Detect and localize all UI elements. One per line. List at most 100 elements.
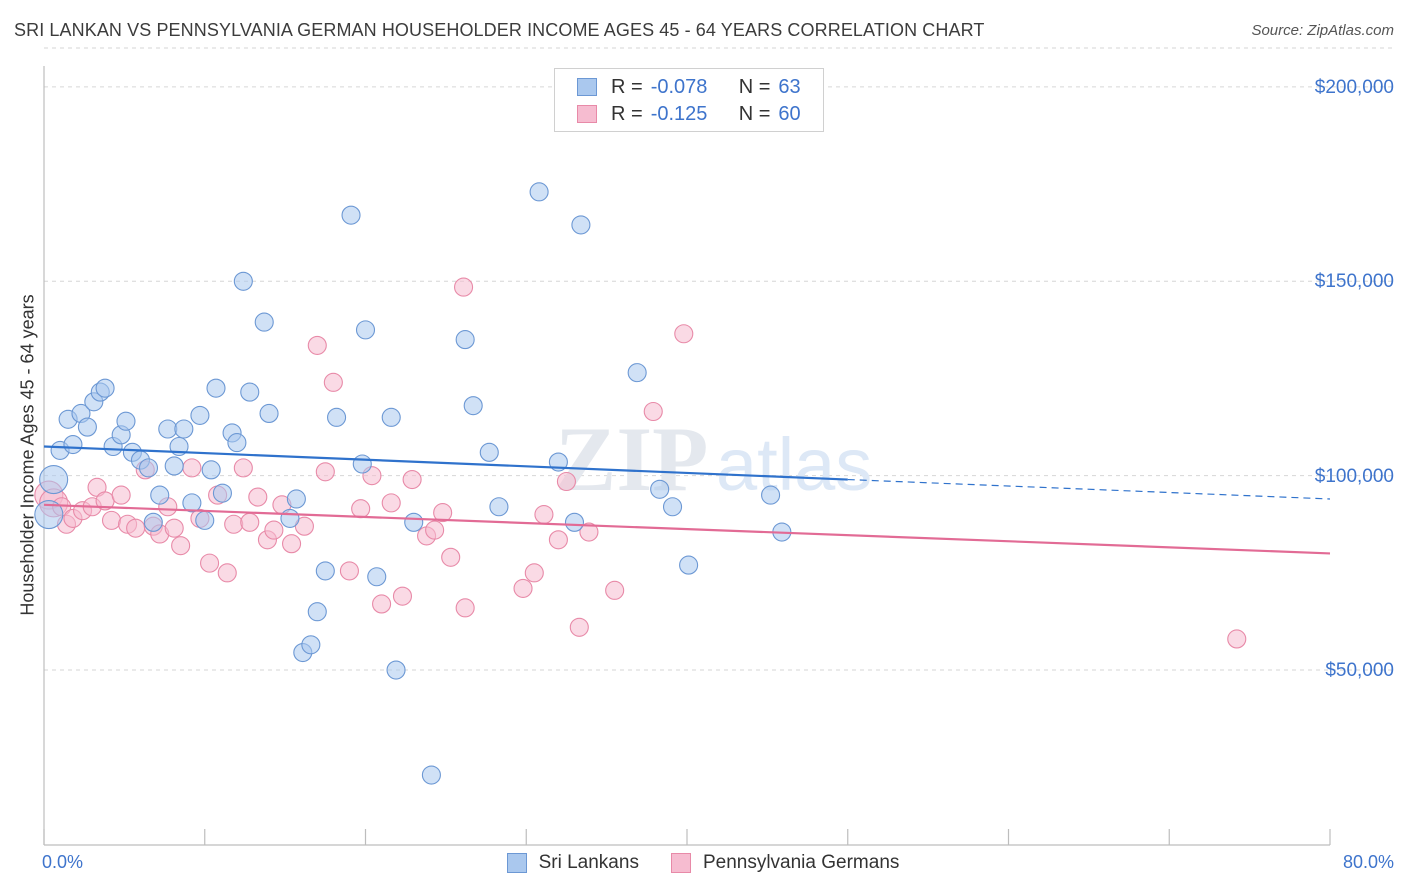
- point-sri-lankans: [240, 382, 260, 402]
- point-sri-lankans: [301, 635, 321, 655]
- point-pennsylvania-germans: [101, 510, 122, 530]
- point-pennsylvania-germans: [264, 520, 284, 540]
- y-tick-label: $200,000: [1314, 76, 1394, 98]
- legend-r-value: -0.078: [650, 75, 708, 98]
- trend-line-sri-lankans: [43, 445, 848, 481]
- point-pennsylvania-germans: [111, 485, 131, 505]
- point-pennsylvania-germans: [248, 487, 268, 507]
- gridlines: [44, 47, 1395, 671]
- point-pennsylvania-germans: [224, 514, 244, 534]
- legend-row-pennsylvania-germans: R = -0.125 N = 60: [577, 102, 801, 126]
- point-pennsylvania-germans: [402, 469, 422, 490]
- point-pennsylvania-germans: [164, 518, 184, 538]
- point-sri-lankans: [39, 464, 69, 495]
- point-sri-lankans: [571, 215, 591, 235]
- point-sri-lankans: [367, 567, 387, 587]
- point-pennsylvania-germans: [643, 401, 663, 422]
- legend-item-pennsylvania-germans: Pennsylvania Germans: [670, 852, 900, 874]
- point-pennsylvania-germans: [233, 458, 253, 478]
- point-pennsylvania-germans: [307, 335, 327, 355]
- point-sri-lankans: [95, 378, 115, 398]
- point-sri-lankans: [77, 417, 97, 437]
- trend-lines: [43, 445, 1331, 555]
- point-pennsylvania-germans: [182, 458, 202, 478]
- point-pennsylvania-germans: [569, 617, 589, 637]
- point-sri-lankans: [352, 454, 372, 474]
- point-pennsylvania-germans: [351, 499, 371, 519]
- axes: [43, 66, 1331, 846]
- point-sri-lankans: [201, 460, 221, 480]
- point-sri-lankans: [404, 512, 424, 532]
- point-sri-lankans: [315, 561, 335, 581]
- legend-swatch-pink: [670, 853, 691, 873]
- point-pennsylvania-germans: [126, 518, 146, 538]
- point-sri-lankans: [650, 479, 670, 499]
- legend-swatch-blue: [506, 853, 527, 873]
- point-pennsylvania-germans: [323, 372, 343, 392]
- point-sri-lankans: [489, 497, 509, 517]
- x-tick-max: 80.0%: [1342, 852, 1394, 872]
- watermark: ZIP atlas: [555, 408, 872, 510]
- point-sri-lankans: [280, 508, 300, 528]
- point-pennsylvania-germans: [548, 530, 568, 550]
- point-sri-lankans: [341, 205, 361, 225]
- point-pennsylvania-germans: [534, 504, 554, 525]
- point-sri-lankans: [479, 442, 499, 462]
- legend-row-sri-lankans: R = -0.078 N = 63: [577, 75, 801, 99]
- point-pennsylvania-germans: [240, 512, 260, 532]
- y-tick-label: $100,000: [1314, 465, 1394, 487]
- point-pennsylvania-germans: [339, 561, 359, 581]
- point-pennsylvania-germans: [605, 580, 625, 600]
- point-sri-lankans: [679, 555, 699, 575]
- point-pennsylvania-germans: [315, 462, 335, 482]
- legend-r-label: R =: [611, 75, 643, 98]
- point-sri-lankans: [34, 499, 64, 530]
- y-tick-label: $150,000: [1314, 271, 1394, 293]
- point-sri-lankans: [150, 485, 170, 505]
- point-sri-lankans: [116, 411, 136, 431]
- point-sri-lankans: [286, 489, 306, 509]
- legend-r-value: -0.125: [650, 102, 708, 125]
- point-sri-lankans: [627, 363, 647, 383]
- x-tick-min: 0.0%: [42, 852, 84, 872]
- legend-swatch-blue: [577, 78, 597, 96]
- point-sri-lankans: [662, 497, 683, 517]
- point-sri-lankans: [564, 512, 585, 532]
- point-pennsylvania-germans: [217, 563, 237, 583]
- point-sri-lankans: [421, 765, 441, 785]
- point-sri-lankans: [327, 407, 347, 427]
- point-sri-lankans: [761, 485, 781, 505]
- point-sri-lankans: [381, 407, 401, 427]
- legend-swatch-pink: [577, 105, 597, 123]
- point-pennsylvania-germans: [441, 547, 461, 567]
- point-sri-lankans: [307, 602, 327, 622]
- point-sri-lankans: [63, 435, 83, 455]
- point-sri-lankans: [182, 493, 202, 513]
- trend-line-sri-lankans-extension: [847, 478, 1331, 500]
- point-sri-lankans: [206, 378, 226, 398]
- legend-r-label: R =: [611, 102, 643, 125]
- legend-item-sri-lankans: Sri Lankans: [506, 852, 639, 874]
- sri-lankans-points: [34, 182, 792, 785]
- chart-title: SRI LANKAN VS PENNSYLVANIA GERMAN HOUSEH…: [14, 20, 985, 40]
- series-legend: Sri Lankans Pennsylvania Germans: [0, 852, 1406, 874]
- point-pennsylvania-germans: [282, 534, 302, 554]
- point-pennsylvania-germans: [524, 563, 544, 583]
- point-sri-lankans: [254, 312, 274, 332]
- legend-n-value: 63: [778, 75, 801, 98]
- point-sri-lankans: [143, 512, 163, 532]
- legend-label-pennsylvania-germans: Pennsylvania Germans: [702, 852, 900, 873]
- point-pennsylvania-germans: [454, 277, 474, 297]
- point-pennsylvania-germans: [556, 471, 576, 492]
- point-pennsylvania-germans: [425, 520, 445, 540]
- watermark-zip: ZIP: [555, 408, 708, 510]
- point-pennsylvania-germans: [674, 324, 694, 344]
- legend-label-sri-lankans: Sri Lankans: [538, 852, 639, 873]
- point-pennsylvania-germans: [171, 536, 191, 556]
- point-pennsylvania-germans: [513, 578, 533, 598]
- point-sri-lankans: [233, 271, 253, 291]
- point-pennsylvania-germans: [433, 503, 453, 523]
- point-sri-lankans: [195, 510, 215, 530]
- point-sri-lankans: [190, 405, 210, 425]
